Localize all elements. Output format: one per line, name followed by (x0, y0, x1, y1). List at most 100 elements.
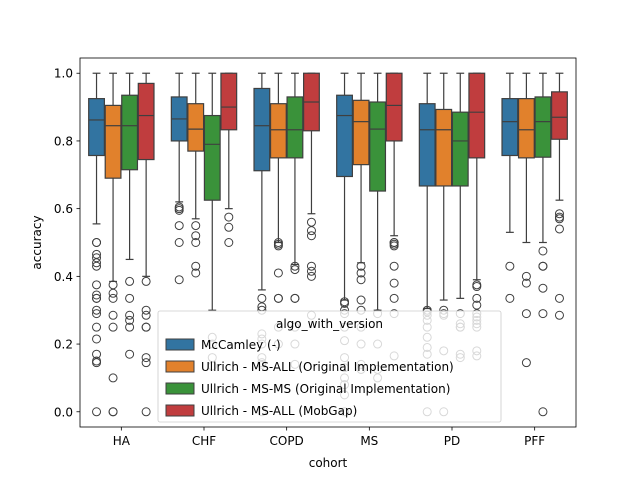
box-ms-series-2 (352, 72, 370, 374)
y-axis: 0.0 0.2 0.4 0.6 0.8 1.0 (54, 67, 80, 419)
outlier-point (92, 258, 102, 268)
outlier-point (92, 407, 102, 417)
iqr-box (104, 104, 122, 179)
y-tick-label: 0.6 (54, 202, 73, 216)
outlier-point (257, 293, 267, 303)
legend-title: algo_with_version (276, 317, 383, 331)
outlier-point (554, 214, 564, 224)
outlier-point (191, 268, 201, 278)
outlier-point (306, 231, 316, 241)
outlier-point (92, 309, 102, 319)
outlier-point (92, 280, 102, 290)
outlier-point (191, 261, 201, 271)
outlier-point (125, 310, 135, 320)
legend-swatch (165, 360, 195, 373)
box-pff-series-4 (551, 72, 568, 320)
legend-swatch (165, 338, 195, 351)
outlier-point (521, 358, 531, 368)
iqr-box (286, 96, 304, 159)
x-tick-label: CHF (192, 434, 216, 448)
box-ha-series-1 (88, 72, 105, 417)
outlier-point (141, 322, 151, 332)
legend-swatch (165, 404, 195, 417)
x-tick-label: HA (113, 434, 131, 448)
outlier-point (92, 334, 102, 344)
outlier-point (141, 407, 151, 417)
outlier-point (174, 221, 184, 231)
box-chf-series-2 (187, 72, 205, 278)
box-pff-series-1 (501, 72, 519, 303)
box-ha-series-3 (121, 72, 139, 359)
iqr-box (137, 82, 155, 161)
x-tick-label: COPD (270, 434, 304, 448)
y-tick-label: 0.0 (54, 405, 73, 419)
outlier-point (141, 305, 151, 315)
outlier-point (141, 276, 151, 286)
outlier-point (108, 407, 118, 417)
legend-entry-label: Ullrich - MS-ALL (Original Implementatio… (201, 360, 454, 374)
y-axis-label: accuracy (30, 215, 44, 269)
outlier-point (125, 349, 135, 359)
iqr-box (269, 103, 287, 159)
iqr-box (451, 111, 469, 187)
outlier-point (191, 238, 201, 247)
outlier-point (389, 241, 399, 251)
outlier-point (389, 278, 399, 288)
outlier-point (554, 224, 564, 234)
outlier-point (538, 261, 548, 271)
outlier-point (191, 221, 201, 231)
outlier-point (306, 226, 316, 236)
outlier-point (290, 265, 300, 275)
outlier-point (125, 293, 135, 303)
outlier-point (224, 222, 234, 232)
iqr-box (336, 94, 353, 178)
iqr-box (534, 96, 552, 158)
outlier-point (92, 290, 102, 300)
outlier-point (125, 276, 135, 286)
iqr-box (203, 114, 221, 201)
outlier-point (538, 283, 548, 293)
y-tick-label: 0.4 (54, 270, 73, 284)
outlier-point (306, 266, 316, 276)
iqr-box (435, 108, 453, 187)
outlier-point (108, 310, 118, 320)
outlier-point (108, 373, 118, 383)
outlier-point (554, 209, 564, 219)
iqr-box (187, 103, 205, 152)
outlier-point (356, 295, 366, 305)
outlier-point (174, 205, 184, 215)
outlier-point (505, 261, 515, 271)
x-tick-label: PFF (524, 434, 545, 448)
outlier-point (191, 231, 201, 241)
outlier-point (472, 293, 482, 303)
outlier-point (108, 293, 118, 303)
outlier-point (356, 275, 366, 285)
outlier-point (554, 293, 564, 303)
outlier-point (273, 241, 283, 251)
outlier-point (92, 293, 102, 303)
legend-swatch (165, 382, 195, 395)
iqr-box (220, 72, 238, 131)
outlier-point (141, 353, 151, 363)
outlier-point (125, 315, 135, 325)
outlier-point (174, 275, 184, 285)
outlier-point (521, 278, 531, 288)
box-ha-series-2 (104, 72, 122, 417)
outlier-point (306, 261, 316, 271)
box-ms-series-4 (385, 72, 403, 361)
outlier-point (224, 238, 234, 247)
outlier-point (290, 261, 300, 271)
iqr-box (385, 72, 403, 142)
x-tick-label: PD (444, 434, 460, 448)
outlier-point (356, 261, 366, 271)
iqr-box (352, 99, 370, 166)
outlier-point (273, 293, 283, 303)
x-axis: HA CHF COPD MS PD PFF (113, 427, 545, 448)
iqr-box (418, 103, 436, 187)
outlier-point (92, 322, 102, 332)
outlier-point (125, 322, 135, 332)
outlier-point (356, 268, 366, 278)
box-pff-series-2 (517, 72, 535, 368)
y-tick-label: 1.0 (54, 67, 73, 81)
outlier-point (174, 238, 184, 247)
